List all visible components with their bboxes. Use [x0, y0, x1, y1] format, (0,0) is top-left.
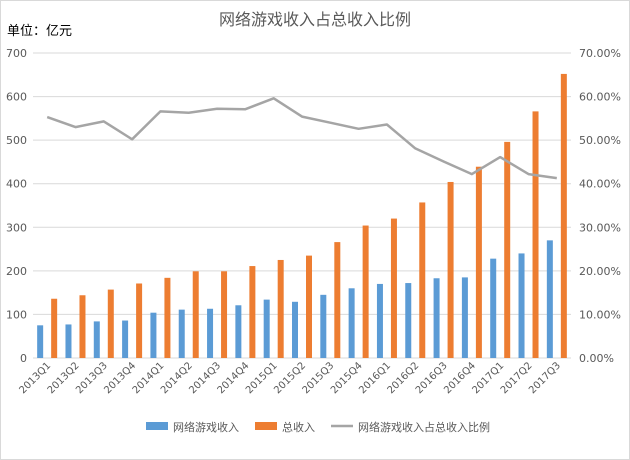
- bar-total-revenue: [419, 202, 426, 358]
- bar-total-revenue: [136, 283, 143, 358]
- left-axis-tick-label: 700: [6, 47, 27, 60]
- right-axis-tick-label: 20.00%: [579, 265, 621, 278]
- bar-total-revenue: [164, 277, 171, 358]
- left-axis-tick-label: 500: [6, 134, 27, 147]
- bar-total-revenue: [532, 111, 539, 358]
- ratio-line-layer: [46, 97, 557, 180]
- right-axis-labels: 0.00% 10.00% 20.00% 30.00% 40.00% 50.00% 60.00…: [579, 47, 621, 365]
- bar-total-revenue: [277, 259, 284, 358]
- bar-total-revenue: [560, 73, 567, 359]
- legend-label: 网络游戏收入: [173, 420, 239, 434]
- bar-total-revenue: [249, 266, 256, 358]
- bar-online-game-revenue: [490, 258, 497, 358]
- category-label: 2017Q3: [527, 360, 563, 396]
- bar-online-game-revenue: [320, 294, 327, 358]
- legend-item: 网络游戏收入: [146, 420, 239, 434]
- legend-swatch: [146, 422, 168, 430]
- legend: 网络游戏收入 总收入 网络游戏收入占总收入比例: [146, 420, 490, 434]
- bar-online-game-revenue: [376, 283, 383, 358]
- bar-online-game-revenue: [235, 305, 242, 358]
- bar-online-game-revenue: [461, 277, 468, 358]
- gridlines: [33, 52, 571, 359]
- bar-total-revenue: [192, 271, 199, 358]
- right-axis-tick-label: 50.00%: [579, 134, 621, 147]
- bar-online-game-revenue: [122, 320, 129, 358]
- bar-total-revenue: [107, 289, 114, 358]
- bar-online-game-revenue: [65, 324, 72, 358]
- left-axis-labels: 0 100 200 300 400 500 600 700: [6, 47, 27, 365]
- legend-item: 网络游戏收入占总收入比例: [331, 420, 490, 434]
- left-axis-tick-label: 400: [6, 178, 27, 191]
- left-axis-tick-label: 600: [6, 91, 27, 104]
- bar-total-revenue: [306, 255, 312, 358]
- left-axis-tick-label: 100: [6, 308, 27, 321]
- unit-label: 单位：亿元: [7, 24, 72, 39]
- bar-online-game-revenue: [518, 253, 525, 358]
- right-axis-tick-label: 60.00%: [579, 91, 621, 104]
- left-axis-tick-label: 200: [6, 265, 27, 278]
- bar-total-revenue: [221, 271, 228, 358]
- bar-total-revenue: [475, 166, 482, 358]
- bar-total-revenue: [51, 298, 58, 358]
- bar-online-game-revenue: [348, 288, 355, 358]
- bar-online-game-revenue: [433, 278, 440, 358]
- bar-total-revenue: [334, 242, 341, 358]
- right-axis-tick-label: 0.00%: [579, 352, 614, 365]
- right-axis-tick-label: 30.00%: [579, 221, 621, 234]
- bar-online-game-revenue: [405, 283, 412, 358]
- bars: [37, 73, 567, 359]
- bar-online-game-revenue: [178, 309, 185, 358]
- bar-total-revenue: [362, 225, 369, 358]
- bar-online-game-revenue: [292, 301, 298, 358]
- bar-total-revenue: [79, 295, 86, 358]
- bar-online-game-revenue: [207, 308, 214, 358]
- legend-item: 总收入: [255, 420, 315, 434]
- left-axis-tick-label: 300: [6, 221, 27, 234]
- ratio-line: [46, 97, 557, 180]
- right-axis-tick-label: 70.00%: [579, 47, 621, 60]
- bar-online-game-revenue: [93, 321, 100, 358]
- category-labels: 2013Q12013Q22013Q32013Q42014Q12014Q22014…: [17, 360, 563, 396]
- bar-online-game-revenue: [263, 299, 270, 358]
- legend-swatch: [255, 422, 277, 430]
- legend-label: 总收入: [282, 420, 315, 434]
- chart-title: 网络游戏收入占总收入比例: [219, 10, 411, 29]
- bar-online-game-revenue: [37, 325, 44, 358]
- right-axis-tick-label: 10.00%: [579, 308, 621, 321]
- bar-total-revenue: [447, 181, 454, 358]
- legend-label: 网络游戏收入占总收入比例: [358, 420, 490, 434]
- bar-online-game-revenue: [150, 312, 157, 358]
- bar-online-game-revenue: [546, 240, 553, 358]
- bar-total-revenue: [504, 141, 511, 358]
- bar-total-revenue: [390, 218, 397, 358]
- left-axis-tick-label: 0: [20, 352, 27, 365]
- right-axis-tick-label: 40.00%: [579, 178, 621, 191]
